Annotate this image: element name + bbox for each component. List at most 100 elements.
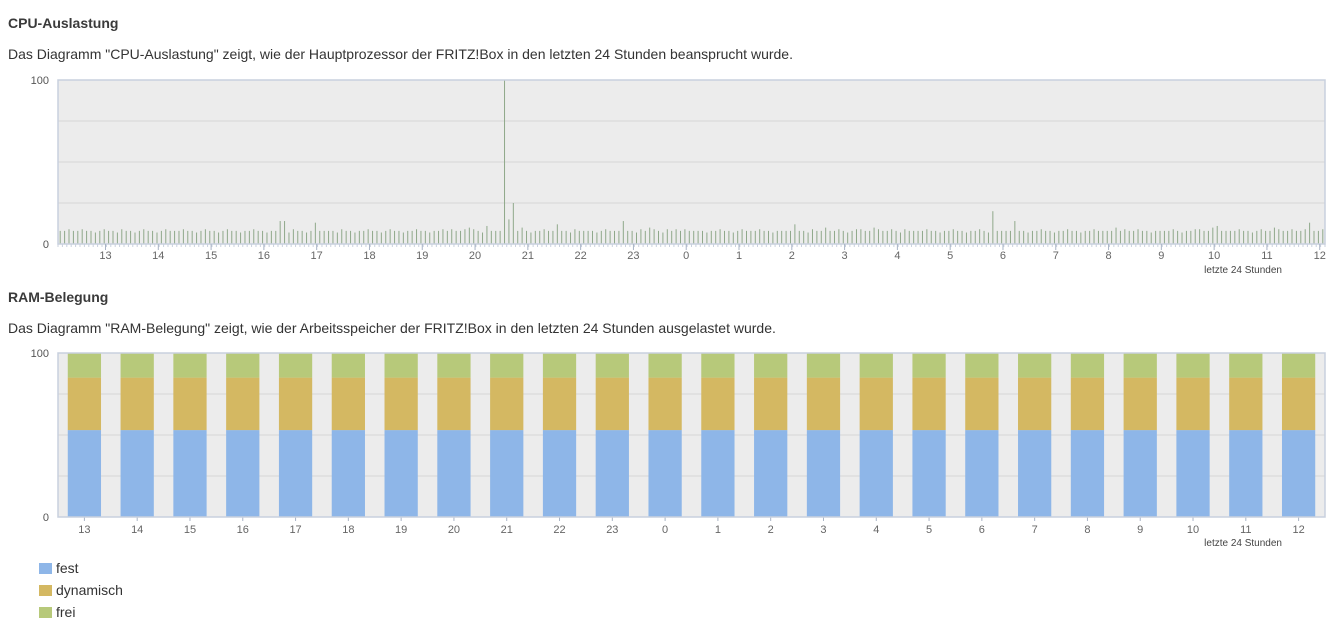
- ram-bar-fest: [701, 430, 735, 517]
- ram-bar-frei: [490, 353, 524, 378]
- ram-x-tick-label: 21: [501, 524, 513, 536]
- ram-x-tick-label: 19: [395, 524, 407, 536]
- ram-bar-dynamisch: [806, 377, 841, 431]
- cpu-x-tick-label: 5: [947, 250, 953, 262]
- ram-bar-fest: [1123, 430, 1157, 517]
- legend-item-frei: frei: [39, 601, 123, 623]
- cpu-x-tick-label: 23: [627, 250, 639, 262]
- ram-bar-frei: [1070, 353, 1105, 378]
- ram-x-tick-label: 4: [873, 524, 879, 536]
- legend-label-fest: fest: [56, 560, 79, 576]
- ram-bar-dynamisch: [1018, 377, 1052, 431]
- legend-swatch-frei: [39, 606, 52, 618]
- ram-bar-fest: [542, 430, 577, 517]
- ram-bar-frei: [278, 353, 313, 378]
- ram-bar-fest: [965, 430, 999, 517]
- ram-bar-frei: [912, 353, 946, 378]
- cpu-x-tick-label: 7: [1053, 250, 1059, 262]
- ram-bar-dynamisch: [965, 377, 999, 431]
- ram-bar-dynamisch: [648, 377, 682, 431]
- ram-bar-frei: [859, 353, 893, 378]
- cpu-x-tick-label: 21: [522, 250, 534, 262]
- cpu-x-tick-label: 11: [1261, 250, 1272, 262]
- ram-bar-dynamisch: [1281, 377, 1316, 431]
- legend-swatch-fest: [39, 562, 52, 574]
- ram-bar-fest: [1229, 430, 1263, 517]
- ram-x-tick-label: 0: [662, 524, 668, 536]
- ram-bar-dynamisch: [278, 377, 313, 431]
- ram-bar-fest: [490, 430, 524, 517]
- ram-x-tick-label: 20: [448, 524, 460, 536]
- ram-bar-frei: [67, 353, 102, 378]
- ram-bar-fest: [859, 430, 893, 517]
- ram-bar-dynamisch: [384, 377, 418, 431]
- ram-x-tick-label: 18: [342, 524, 354, 536]
- ram-bar-fest: [384, 430, 418, 517]
- ram-x-tick-label: 22: [553, 524, 565, 536]
- legend-swatch-dynamisch: [39, 584, 52, 596]
- ram-bar-dynamisch: [1229, 377, 1263, 431]
- cpu-x-tick-label: 19: [416, 250, 428, 262]
- ram-bar-frei: [754, 353, 788, 378]
- ram-bar-dynamisch: [859, 377, 893, 431]
- ram-bar-dynamisch: [331, 377, 365, 431]
- cpu-x-tick-label: 13: [99, 250, 111, 262]
- ram-x-tick-label: 14: [131, 524, 143, 536]
- ram-x-tick-label: 12: [1292, 524, 1304, 536]
- ram-bar-frei: [226, 353, 260, 378]
- ram-x-tick-label: 17: [289, 524, 301, 536]
- ram-x-tick-label: 1: [715, 524, 721, 536]
- ram-bar-fest: [331, 430, 365, 517]
- ram-x-caption: letzte 24 Stunden: [1204, 538, 1282, 549]
- ram-bar-fest: [278, 430, 313, 517]
- ram-bar-frei: [1123, 353, 1157, 378]
- ram-bar-frei: [1229, 353, 1263, 378]
- cpu-x-tick-label: 20: [469, 250, 481, 262]
- ram-bar-dynamisch: [1070, 377, 1105, 431]
- cpu-x-tick-label: 12: [1314, 250, 1326, 262]
- ram-bar-dynamisch: [1176, 377, 1210, 431]
- cpu-y-tick-label: 100: [31, 75, 49, 87]
- ram-bar-frei: [595, 353, 629, 378]
- cpu-x-tick-label: 0: [683, 250, 689, 262]
- ram-x-tick-label: 9: [1137, 524, 1143, 536]
- ram-x-tick-label: 16: [237, 524, 249, 536]
- ram-bar-dynamisch: [701, 377, 735, 431]
- cpu-x-tick-label: 18: [363, 250, 375, 262]
- cpu-x-tick-label: 10: [1208, 250, 1220, 262]
- legend-item-dynamisch: dynamisch: [39, 579, 123, 601]
- ram-x-tick-label: 23: [606, 524, 618, 536]
- ram-bar-dynamisch: [1123, 377, 1157, 431]
- ram-y-tick-label: 100: [31, 348, 49, 360]
- ram-bar-fest: [1176, 430, 1210, 517]
- ram-bar-frei: [331, 353, 365, 378]
- ram-bar-dynamisch: [437, 377, 471, 431]
- ram-bar-fest: [67, 430, 102, 517]
- ram-x-tick-label: 2: [768, 524, 774, 536]
- ram-bar-fest: [648, 430, 682, 517]
- ram-bar-frei: [1018, 353, 1052, 378]
- ram-bar-dynamisch: [173, 377, 207, 431]
- ram-x-tick-label: 5: [926, 524, 932, 536]
- ram-bar-fest: [226, 430, 260, 517]
- cpu-x-tick-label: 17: [311, 250, 323, 262]
- ram-bar-fest: [173, 430, 207, 517]
- ram-bar-dynamisch: [542, 377, 577, 431]
- legend-label-dynamisch: dynamisch: [56, 582, 123, 598]
- cpu-y-tick-label: 0: [43, 239, 49, 251]
- legend-item-fest: fest: [39, 557, 123, 579]
- ram-bar-frei: [542, 353, 577, 378]
- ram-bar-frei: [437, 353, 471, 378]
- cpu-x-tick-label: 2: [789, 250, 795, 262]
- cpu-description: Das Diagramm "CPU-Auslastung" zeigt, wie…: [8, 46, 793, 62]
- ram-bar-fest: [912, 430, 946, 517]
- ram-x-tick-label: 7: [1032, 524, 1038, 536]
- ram-y-tick-label: 0: [43, 512, 49, 524]
- cpu-x-tick-label: 15: [205, 250, 217, 262]
- ram-bar-frei: [806, 353, 841, 378]
- cpu-x-tick-label: 9: [1158, 250, 1164, 262]
- ram-x-tick-label: 13: [78, 524, 90, 536]
- ram-legend: fest dynamisch frei: [39, 557, 123, 623]
- legend-label-frei: frei: [56, 604, 76, 620]
